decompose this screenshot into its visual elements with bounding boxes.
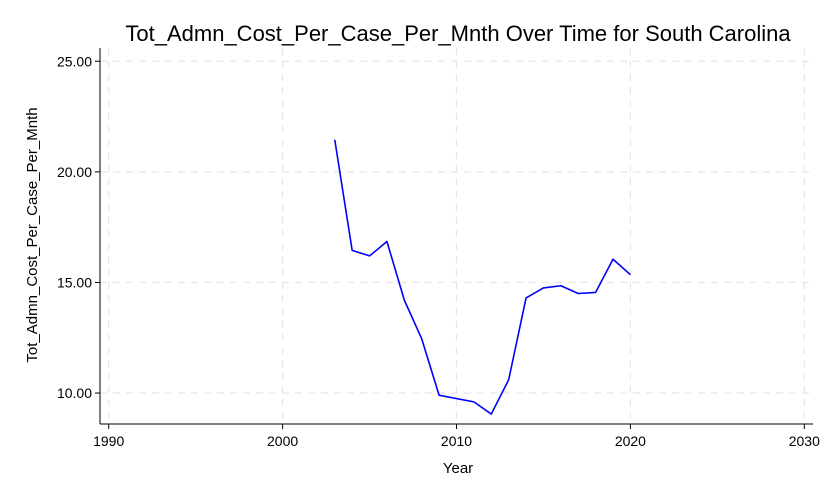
x-axis-ticks: 1990 2000 2010 2020 2030 bbox=[93, 424, 820, 449]
x-axis-label: Year bbox=[443, 460, 473, 477]
y-tick-label: 20.00 bbox=[57, 164, 92, 180]
x-tick-label: 2030 bbox=[789, 433, 820, 449]
x-tick-label: 2010 bbox=[441, 433, 472, 449]
x-tick-label: 2000 bbox=[267, 433, 298, 449]
gridlines bbox=[100, 48, 813, 424]
chart-title: Tot_Admn_Cost_Per_Case_Per_Mnth Over Tim… bbox=[125, 21, 791, 46]
series-line bbox=[333, 139, 631, 415]
y-tick-label: 25.00 bbox=[57, 53, 92, 69]
x-tick-label: 1990 bbox=[93, 433, 124, 449]
x-tick-label: 2020 bbox=[615, 433, 646, 449]
y-tick-label: 15.00 bbox=[57, 274, 92, 290]
y-axis-label: Tot_Admn_Cost_Per_Case_Per_Mnth bbox=[24, 107, 41, 362]
series-group bbox=[333, 139, 631, 415]
y-axis-ticks: 10.00 15.00 20.00 25.00 bbox=[57, 53, 100, 401]
y-tick-label: 10.00 bbox=[57, 385, 92, 401]
